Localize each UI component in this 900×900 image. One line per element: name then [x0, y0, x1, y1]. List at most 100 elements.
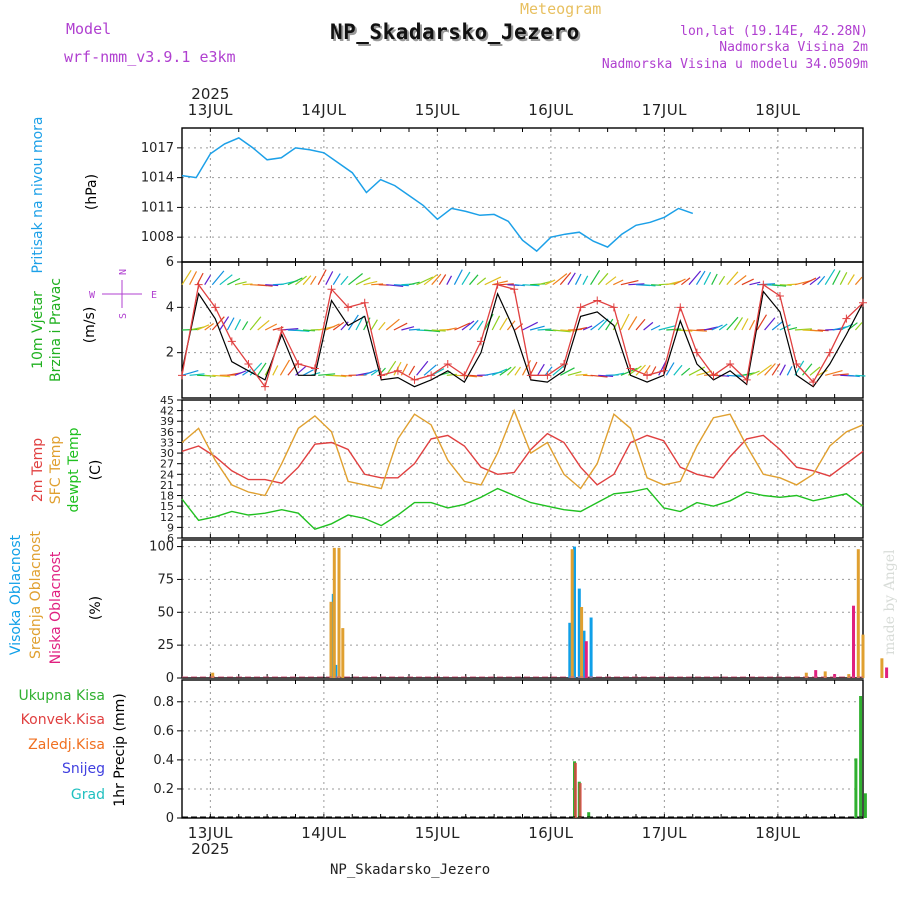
wind-barb — [461, 271, 471, 286]
wind-barb — [786, 366, 793, 376]
wind-barb — [393, 322, 408, 331]
wind-barb — [809, 366, 821, 376]
x-day-label: 18JUL — [755, 101, 800, 119]
total-rain-bar — [854, 758, 858, 818]
wind-barb — [817, 369, 828, 376]
y-tick-label: 0.6 — [153, 724, 174, 739]
x-day-label: 13JUL — [188, 824, 233, 842]
compass-n-label: N — [118, 269, 129, 275]
wind-barb — [257, 284, 273, 287]
wind-barb — [491, 368, 508, 376]
wind-gust-marker — [643, 371, 652, 380]
subtitle: Meteogram — [520, 0, 602, 18]
wind-gust-marker — [244, 360, 253, 368]
wind-gust-marker — [277, 326, 286, 334]
wind-gust-marker — [194, 280, 203, 289]
wind-barb — [499, 283, 514, 286]
wind-gust-marker — [543, 371, 552, 380]
wind-barb — [854, 322, 863, 331]
wind-barb — [242, 283, 253, 286]
wind-barb — [212, 374, 231, 378]
wind-barb — [287, 362, 299, 376]
wind-barb — [257, 319, 270, 331]
y-tick-label: 24 — [160, 468, 174, 481]
wind-gust-marker — [742, 375, 751, 384]
wind-barb — [529, 325, 545, 331]
mid-cloud-bar — [211, 672, 215, 678]
wind-barb — [189, 373, 205, 376]
wind-barb — [733, 317, 744, 331]
wind-barb — [211, 270, 225, 286]
y-tick-label: 39 — [160, 415, 174, 428]
y-tick-label: 30 — [160, 447, 174, 460]
model-name: wrf-nmm_v3.9.1 e3km — [64, 48, 236, 66]
wind-barb — [779, 324, 791, 331]
wind-barb — [340, 275, 349, 286]
mid-cloud-bar — [329, 601, 333, 678]
y-tick-label: 18 — [160, 490, 174, 503]
wind-barb — [741, 318, 749, 331]
wind-barb — [832, 373, 849, 376]
wind-barb — [370, 319, 378, 331]
wind-barb — [332, 273, 341, 286]
wind-gust-marker — [410, 375, 419, 384]
mid-cloud-bar — [570, 549, 574, 678]
wind-barb — [348, 273, 363, 286]
wind-barb — [544, 279, 556, 286]
mid-cloud-bar — [804, 672, 808, 678]
wind-barb — [522, 321, 538, 331]
wind-barb — [771, 363, 781, 376]
wind-subtitle: Brzina i Pravac — [48, 278, 64, 382]
y-tick-label: 9 — [167, 521, 174, 534]
wind-barb — [219, 274, 233, 286]
pressure-series-line — [181, 137, 694, 253]
high-cloud-bar — [582, 630, 586, 678]
wind-barb — [779, 364, 786, 376]
wind-gust-marker — [676, 303, 685, 312]
wind-barb — [227, 277, 241, 286]
x-day-label: 18JUL — [755, 824, 800, 842]
wind-barb — [469, 374, 483, 377]
wind-gust-marker — [443, 360, 452, 368]
wind-barb — [741, 278, 754, 286]
total-rain-bar — [587, 812, 591, 818]
high-cloud-bar — [568, 622, 572, 678]
wind-barb — [219, 316, 230, 331]
wind-barb — [371, 283, 384, 286]
wind-barb — [771, 320, 784, 331]
wind-barb — [264, 323, 278, 331]
wind-barb — [401, 326, 415, 331]
wind-barb — [453, 269, 463, 285]
total-rain-bar — [863, 793, 867, 818]
low-cloud-bar — [852, 605, 855, 678]
wind-barb — [643, 321, 654, 331]
wind-barb — [506, 320, 516, 331]
precip-legend-3: Zaledj.Kisa — [28, 737, 105, 753]
mid-cloud-title: Srednja Oblacnost — [28, 531, 44, 659]
y-tick-label: 45 — [160, 394, 174, 407]
pressure-ylabel: (hPa) — [84, 174, 100, 210]
y-tick-label: 100 — [149, 540, 174, 555]
wind-barb — [537, 281, 551, 286]
precip-legend-2: Konvek.Kisa — [21, 712, 105, 728]
y-tick-label: 1008 — [141, 230, 174, 245]
x-day-label: 13JUL — [188, 101, 233, 119]
wind-gust-marker — [593, 296, 602, 305]
wind-barb — [597, 318, 609, 331]
wind-barb — [537, 363, 545, 376]
x-day-label: 17JUL — [642, 101, 687, 119]
wind-barb — [681, 329, 693, 332]
wind-barb — [303, 329, 316, 332]
x-day-label: 14JUL — [301, 101, 346, 119]
wind-barb — [787, 327, 798, 331]
wind-barb — [749, 370, 760, 376]
wind-barb — [514, 366, 521, 376]
high-cloud-bar — [589, 617, 593, 678]
wind-barb — [560, 367, 575, 376]
low-cloud-bar — [833, 674, 837, 678]
wind-barb — [764, 363, 776, 376]
wind-barb — [461, 320, 475, 331]
wind-barb — [673, 278, 686, 286]
wind-speed-line — [181, 290, 864, 388]
